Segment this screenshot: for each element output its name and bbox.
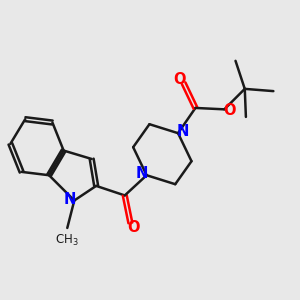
Text: O: O (128, 220, 140, 235)
Text: N: N (64, 192, 76, 207)
Text: O: O (223, 103, 236, 118)
Text: N: N (135, 166, 148, 181)
Text: CH$_3$: CH$_3$ (56, 233, 79, 248)
Text: N: N (177, 124, 189, 139)
Text: O: O (173, 72, 186, 87)
